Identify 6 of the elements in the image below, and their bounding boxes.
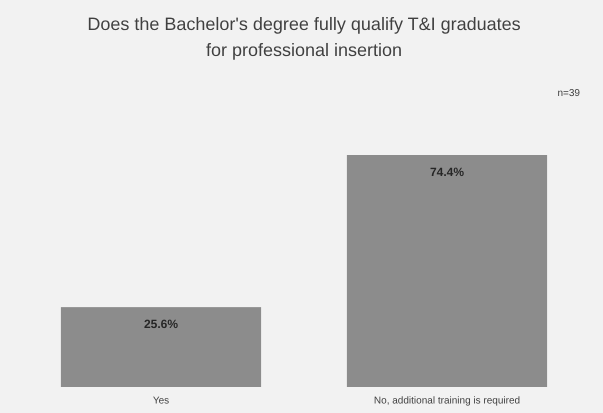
data-label: 25.6%: [144, 317, 178, 332]
x-tick-label: Yes: [152, 396, 170, 406]
x-tick-label: No, additional training is required: [374, 396, 520, 406]
chart-title: Does the Bachelor's degree fully qualify T&I graduates for professional insertion: [87, 14, 521, 60]
text: n=39: [557, 88, 580, 99]
data-label: 74.4%: [430, 165, 464, 179]
